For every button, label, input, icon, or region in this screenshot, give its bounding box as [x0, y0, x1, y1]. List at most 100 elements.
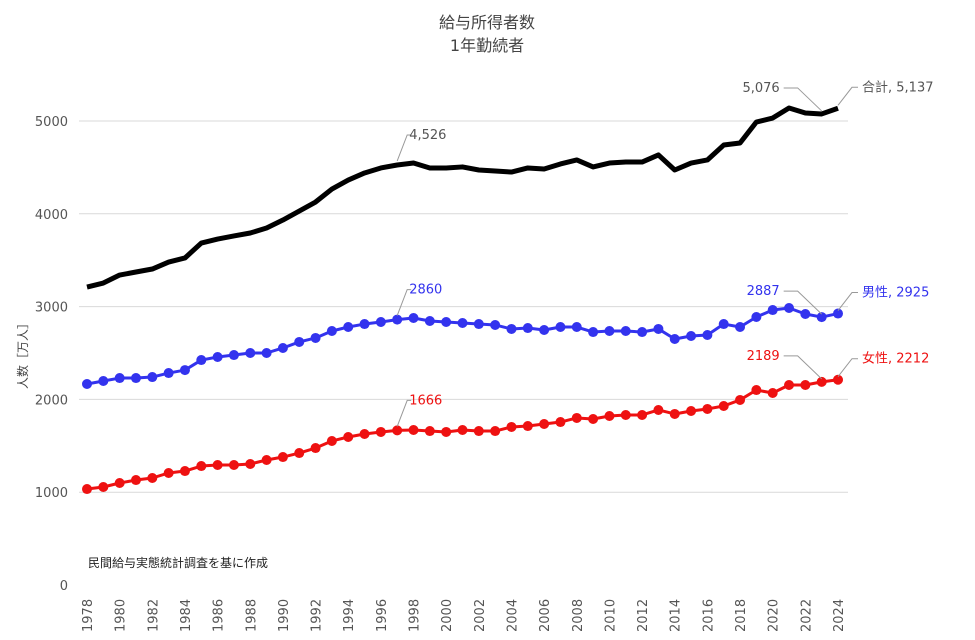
data-point [375, 426, 386, 437]
data-point [212, 351, 223, 362]
x-tick-label: 2012 [636, 599, 651, 632]
x-tick-label: 1980 [114, 599, 129, 632]
data-point [539, 418, 550, 429]
data-point [604, 326, 615, 337]
x-tick-label: 2024 [832, 599, 847, 632]
data-label: 1666 [409, 393, 442, 408]
annotation-leader [837, 292, 858, 311]
data-point [816, 312, 827, 323]
x-tick-label: 2008 [571, 599, 586, 632]
data-point [473, 319, 484, 330]
data-point [555, 322, 566, 333]
data-label: 2887 [747, 284, 780, 299]
x-tick-label: 1990 [277, 599, 292, 632]
data-point [833, 308, 843, 319]
x-tick-label: 1978 [81, 599, 96, 632]
data-point [441, 317, 452, 328]
x-tick-label: 1996 [375, 599, 390, 632]
data-point [98, 376, 109, 387]
x-tick-label: 2002 [473, 599, 488, 632]
data-point [457, 425, 468, 436]
data-point [343, 431, 354, 442]
data-point [604, 411, 615, 422]
data-point [408, 313, 419, 324]
y-tick-label: 4000 [35, 208, 68, 223]
x-tick-label: 1998 [408, 599, 423, 632]
data-point [359, 429, 370, 440]
y-tick-label: 2000 [35, 393, 68, 408]
data-point [506, 323, 517, 334]
data-label: 4,526 [409, 128, 446, 143]
data-point [751, 311, 762, 322]
x-tick-label: 1988 [244, 599, 259, 632]
data-point [163, 467, 174, 478]
source-note: 民間給与実態統計調査を基に作成 [88, 555, 268, 570]
data-point [735, 322, 746, 333]
data-point [555, 417, 566, 428]
data-label: 5,076 [742, 81, 779, 96]
annotation-leader [837, 86, 858, 106]
chart-title: 給与所得者数 [439, 13, 535, 32]
data-point [392, 425, 403, 436]
data-point [539, 324, 550, 335]
x-tick-label: 1982 [146, 599, 161, 632]
data-point [359, 319, 370, 330]
annotation-leader [837, 358, 858, 378]
data-point [114, 373, 125, 384]
x-tick-label: 2014 [669, 599, 684, 632]
data-point [343, 322, 354, 333]
annotation-leader [783, 290, 823, 315]
data-point [588, 413, 599, 424]
y-tick-label: 1000 [35, 486, 68, 501]
x-tick-label: 2000 [440, 599, 455, 632]
data-point [767, 387, 778, 398]
x-tick-label: 1984 [179, 599, 194, 632]
data-point [326, 326, 337, 337]
data-point [277, 342, 288, 353]
data-point [457, 318, 468, 329]
data-point [228, 350, 239, 361]
data-point [130, 475, 141, 486]
data-point [669, 408, 680, 419]
x-tick-label: 1992 [310, 599, 325, 632]
x-tick-label: 1986 [212, 599, 227, 632]
data-point [490, 426, 501, 437]
data-point [735, 394, 746, 405]
data-point [424, 426, 435, 437]
data-point [212, 460, 223, 471]
y-axis-label: 人数［万人］ [15, 317, 30, 389]
data-point [653, 323, 664, 334]
data-point [196, 461, 207, 472]
data-point [261, 454, 272, 465]
data-point [245, 458, 256, 469]
data-point [310, 332, 321, 343]
data-point [82, 484, 92, 495]
data-point [784, 380, 795, 391]
data-point [163, 368, 174, 379]
data-point [686, 331, 697, 342]
data-point [473, 426, 484, 437]
data-point [718, 400, 729, 411]
data-point [179, 466, 190, 477]
x-tick-label: 2020 [767, 599, 782, 632]
x-tick-label: 2010 [603, 599, 618, 632]
data-point [114, 478, 125, 489]
annotation-leader [396, 399, 412, 427]
data-point [245, 348, 256, 358]
x-tick-label: 2018 [734, 599, 749, 632]
data-point [294, 448, 305, 459]
data-point [408, 425, 419, 436]
x-tick-label: 2016 [701, 599, 716, 632]
annotation-leader [783, 355, 823, 380]
data-point [800, 380, 811, 391]
data-point [637, 409, 648, 420]
annotation-leader [396, 134, 412, 162]
data-point [767, 305, 778, 316]
data-point [228, 460, 239, 471]
series-line-合計 [86, 105, 839, 290]
data-point [571, 412, 582, 423]
data-point [326, 435, 337, 446]
data-point [816, 376, 827, 387]
data-point [310, 443, 321, 454]
